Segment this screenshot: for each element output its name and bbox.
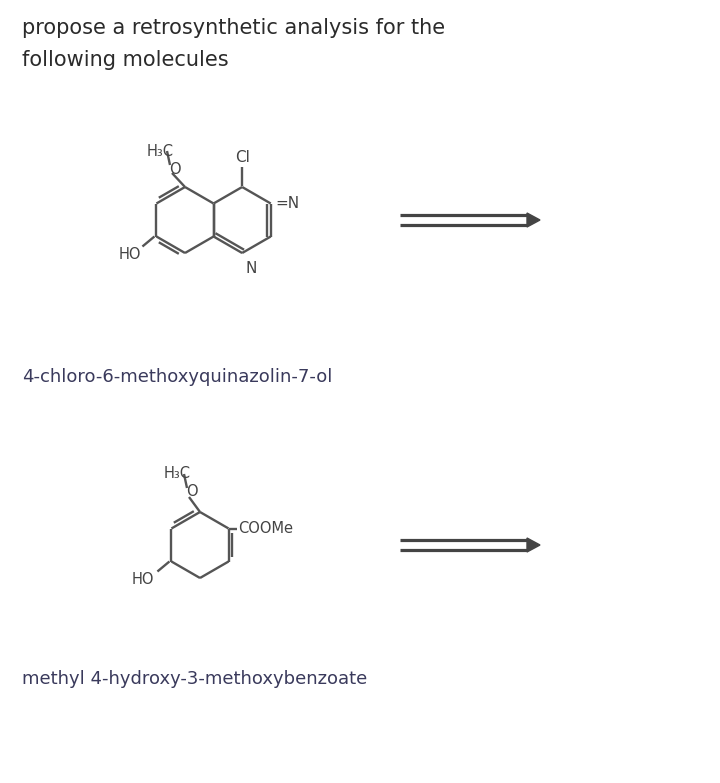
Text: HO: HO — [118, 247, 141, 262]
Text: H₃C: H₃C — [147, 143, 174, 158]
Text: N: N — [245, 261, 256, 276]
Text: 4-chloro-6-methoxyquinazolin-7-ol: 4-chloro-6-methoxyquinazolin-7-ol — [22, 368, 333, 386]
Text: Cl: Cl — [235, 150, 250, 165]
Text: =N: =N — [276, 196, 300, 211]
Text: methyl 4-hydroxy-3-methoxybenzoate: methyl 4-hydroxy-3-methoxybenzoate — [22, 670, 367, 688]
Text: COOMe: COOMe — [238, 521, 294, 536]
Polygon shape — [527, 213, 540, 227]
Text: O: O — [186, 485, 197, 500]
Text: O: O — [169, 161, 181, 176]
Polygon shape — [527, 538, 540, 552]
Text: H₃C: H₃C — [164, 467, 191, 482]
Text: HO: HO — [132, 572, 154, 587]
Text: following molecules: following molecules — [22, 50, 229, 70]
Text: propose a retrosynthetic analysis for the: propose a retrosynthetic analysis for th… — [22, 18, 445, 38]
